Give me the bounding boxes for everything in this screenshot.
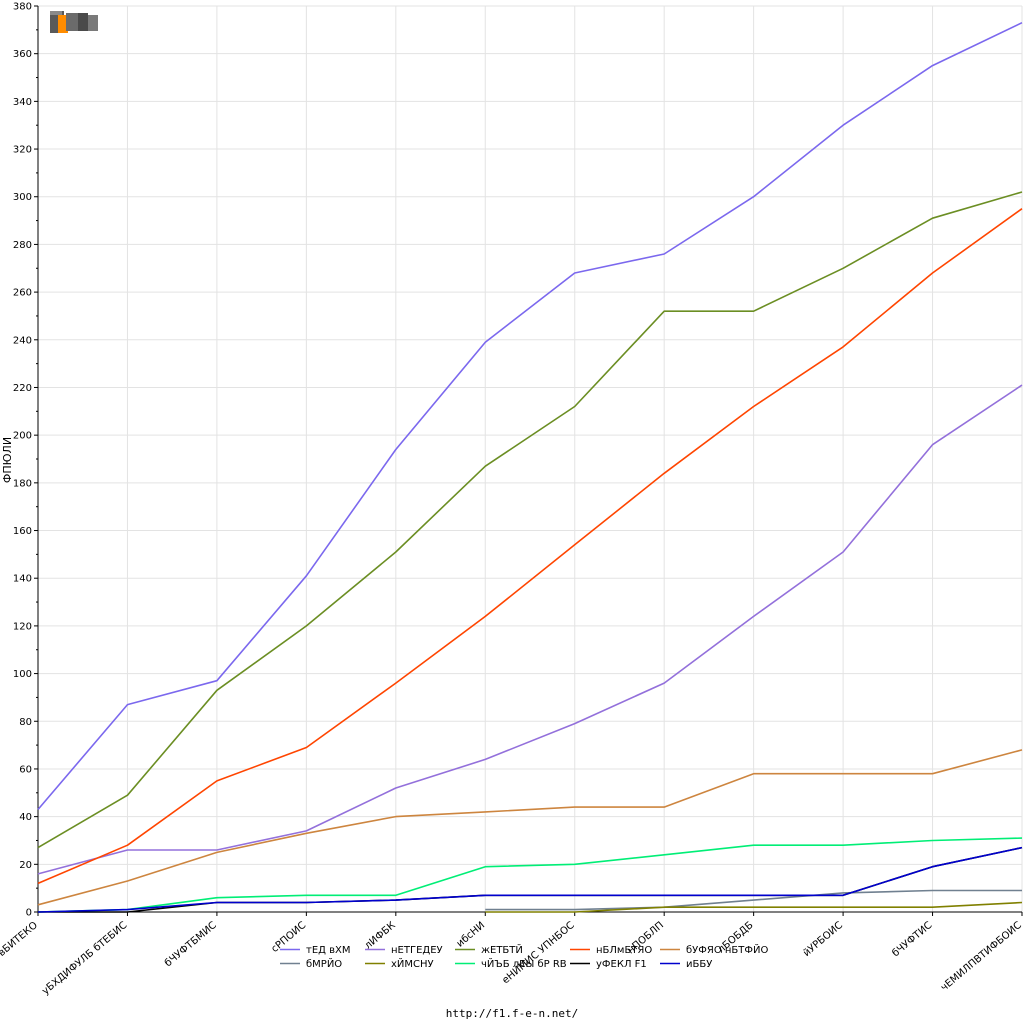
footer-url[interactable]: http://f1.f-e-n.net/ — [446, 1007, 578, 1020]
series-line-9 — [37, 846, 1023, 913]
legend-label: хЙМСНУ — [391, 957, 434, 970]
y-tick-label: 180 — [13, 478, 32, 489]
y-tick-label: 360 — [13, 49, 32, 60]
legend-entry: бУФЯО нБТФЙО — [660, 943, 768, 956]
y-tick-label: 160 — [13, 526, 32, 537]
series-line-7 — [37, 837, 1023, 913]
y-tick-label: 340 — [13, 97, 32, 108]
legend-label: бМРЙО — [306, 957, 342, 970]
y-tick-label: 40 — [19, 812, 32, 823]
y-tick-label: 80 — [19, 717, 32, 728]
y-tick-label: 220 — [13, 383, 32, 394]
legend-label: уФЕКЛ F1 — [596, 959, 647, 970]
x-tick-label: бЧУФТИС — [890, 920, 934, 959]
legend-entry: нЕТГЕДЕУ — [365, 945, 443, 956]
legend-entry: иББУ — [660, 959, 712, 970]
legend-entry: нБЛмБТЯО — [570, 945, 652, 956]
axes — [34, 5, 1023, 916]
fen-logo-icon — [48, 8, 98, 36]
legend-label: бУФЯО нБТФЙО — [686, 943, 768, 956]
y-tick-label: 140 — [13, 574, 32, 585]
legend-label: чЙЪБ лЕЫ бР RB — [481, 957, 567, 970]
x-tick-label: вБИТЕКО — [0, 920, 40, 959]
legend-label: тЕД вХМ — [306, 945, 351, 956]
series-line-6 — [485, 901, 1023, 913]
grid — [37, 5, 1023, 913]
y-tick-label: 60 — [19, 764, 32, 775]
x-tick-label: уБХДИФУЛБ бТЕБИС — [40, 920, 129, 997]
y-axis-label: ФПЮЛИ — [1, 437, 14, 483]
y-tick-label: 20 — [19, 860, 32, 871]
y-tick-label: 300 — [13, 192, 32, 203]
y-tick-label: 200 — [13, 431, 32, 442]
legend-label: жЕТБТЙ — [481, 943, 523, 956]
legend-entry: бМРЙО — [280, 957, 342, 970]
series-line-5 — [485, 889, 1022, 911]
y-tick-label: 320 — [13, 145, 32, 156]
legend-entry: жЕТБТЙ — [455, 943, 523, 956]
legend-label: иББУ — [686, 959, 712, 970]
x-tick-label: бЧУФТБМИС — [163, 920, 219, 969]
series-lines — [37, 21, 1023, 913]
legend-entry: тЕД вХМ — [280, 945, 351, 956]
x-tick-label: чЕМИЛПВТИФБОИС — [939, 920, 1024, 994]
series-line-0 — [37, 21, 1023, 811]
y-tick-label: 100 — [13, 669, 32, 680]
y-tick-label: 120 — [13, 621, 32, 632]
series-line-4 — [37, 749, 1023, 906]
series-line-3 — [37, 208, 1023, 885]
y-tick-label: 380 — [13, 2, 32, 13]
legend-label: нЕТГЕДЕУ — [391, 945, 443, 956]
legend-label: нБЛмБТЯО — [596, 945, 652, 956]
legend-entry: хЙМСНУ — [365, 957, 434, 970]
x-tick-label: йУРБОИС — [801, 920, 845, 959]
tick-labels: 0 20 40 60 80 100 120 140 160 180 200 220 240 260 280 3… — [0, 2, 1024, 998]
series-line-1 — [37, 384, 1023, 875]
legend-entry: уФЕКЛ F1 — [570, 959, 647, 970]
legend: тЕД вХМ нЕТГЕДЕУ жЕТБТЙ нБЛмБТЯО бУФЯО нБТФЙ… — [280, 943, 768, 970]
y-tick-label: 0 — [26, 908, 32, 919]
series-line-2 — [37, 191, 1023, 849]
y-tick-label: 260 — [13, 288, 32, 299]
y-tick-label: 240 — [13, 335, 32, 346]
y-tick-label: 280 — [13, 240, 32, 251]
legend-entry: чЙЪБ лЕЫ бР RB — [455, 957, 567, 970]
